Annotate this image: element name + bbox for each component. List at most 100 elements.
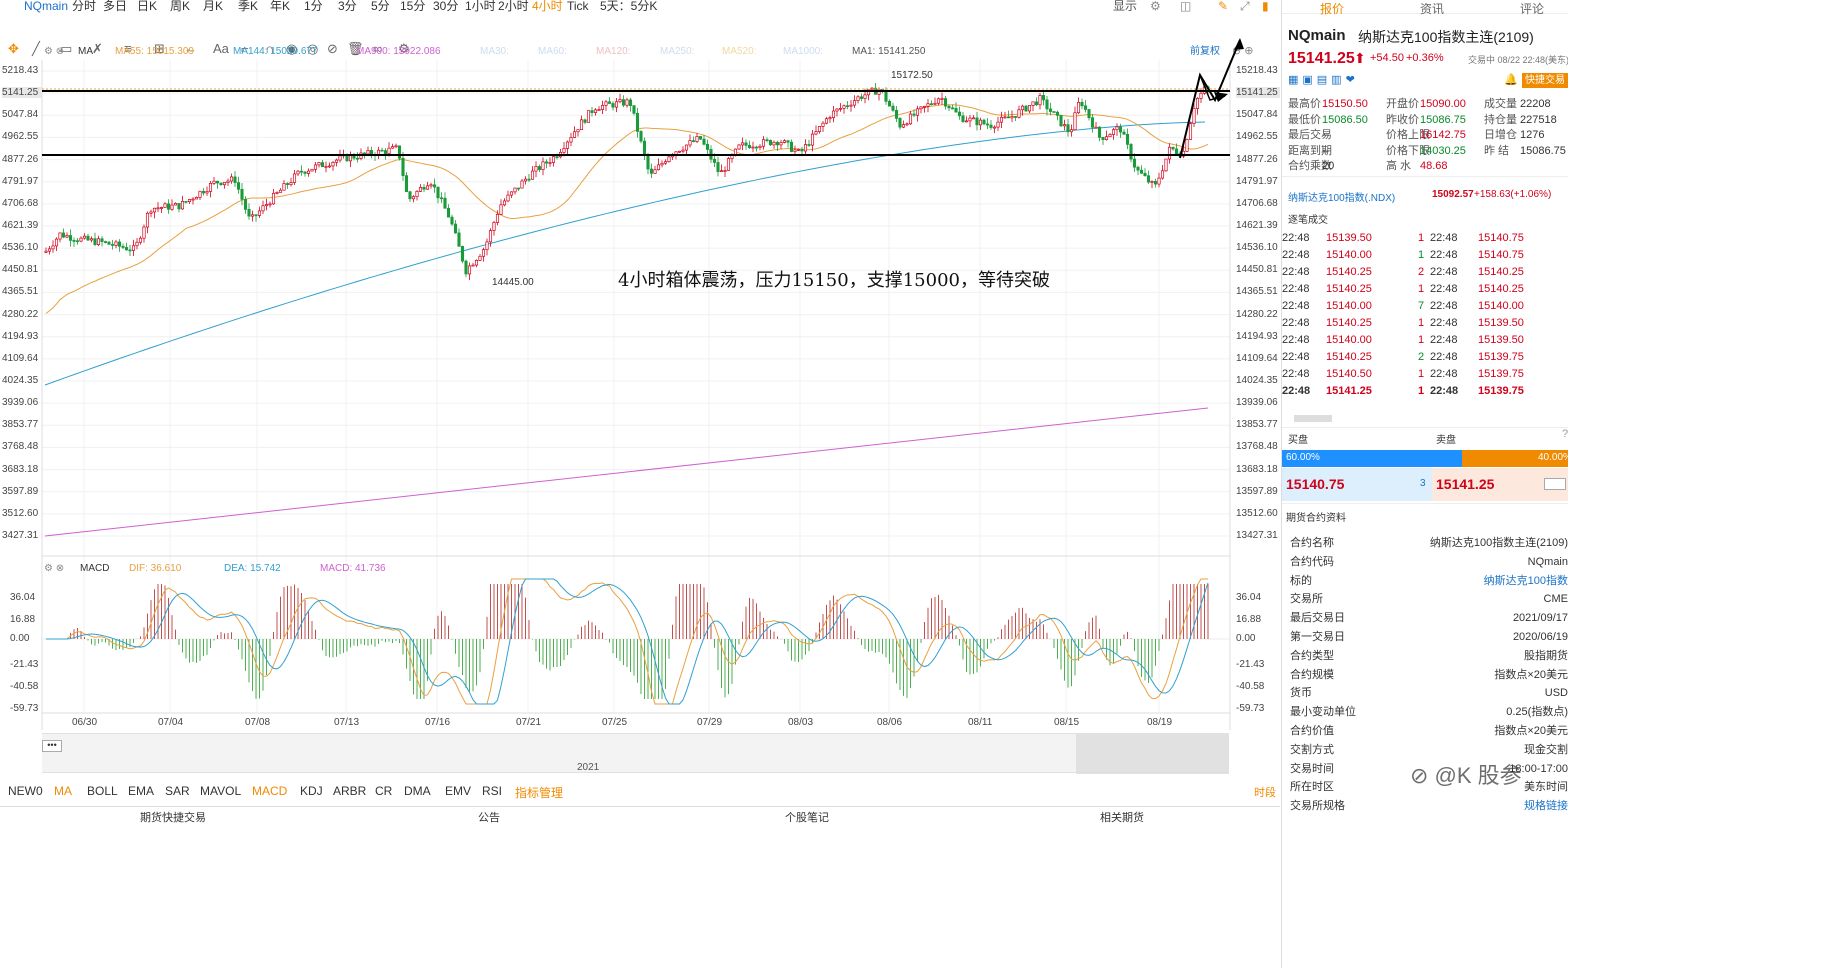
indicator-tab-sar[interactable]: SAR — [165, 784, 190, 798]
bell-icon[interactable]: 🔔 — [1504, 74, 1518, 86]
period-12[interactable]: 1小时 — [465, 0, 496, 13]
period-14[interactable]: 4小时 — [532, 0, 563, 13]
candle-body — [789, 141, 794, 152]
info-value[interactable]: 纳斯达克100指数 — [1483, 574, 1568, 587]
fullscreen-icon[interactable]: ⤢ — [1240, 0, 1250, 13]
macd-settings-icon[interactable]: ⚙ ⊗ — [44, 563, 65, 574]
indicator-tab-cr[interactable]: CR — [375, 784, 393, 798]
bid-box[interactable] — [1282, 468, 1432, 501]
candle-body — [646, 154, 650, 170]
indicator-tab-mavol[interactable]: MAVOL — [200, 784, 242, 798]
broker-icons[interactable]: ▦▣▤▥❤ — [1288, 74, 1359, 86]
indicator-tab-arbr[interactable]: ARBR — [333, 784, 367, 798]
candle-body — [628, 99, 633, 106]
settings-icon[interactable]: ⚙ — [398, 41, 410, 56]
lock-icon[interactable]: ◎ — [307, 41, 319, 56]
gear-icon[interactable]: ⚙ — [1150, 0, 1161, 13]
announcement-tab[interactable]: 公告 — [478, 812, 500, 824]
panel-toggle-icon[interactable]: ▮ — [1262, 0, 1269, 13]
period-4[interactable]: 月K — [203, 0, 224, 13]
indicator-tab-new0[interactable]: NEW0 — [8, 784, 43, 798]
link-icon[interactable]: ∞ — [373, 41, 383, 56]
chart-canvas[interactable] — [0, 0, 1280, 780]
indicator-tab-指标管理[interactable]: 指标管理 — [515, 786, 564, 800]
help-icon[interactable]: ? — [1562, 428, 1568, 440]
bracket-tool-icon[interactable]: ⌐ — [241, 41, 249, 56]
hide-icon[interactable]: ⊘ — [327, 41, 338, 56]
period-8[interactable]: 3分 — [338, 0, 357, 13]
quick-trade-button[interactable]: 快捷交易 — [1522, 73, 1568, 88]
indicator-tab-macd[interactable]: MACD — [252, 784, 288, 798]
main-settings-icon[interactable]: ⚙ ⊗ — [44, 46, 65, 57]
rect-tool-icon[interactable]: ▭ — [60, 41, 73, 56]
display-menu[interactable]: 显示 — [1113, 0, 1138, 13]
candle-body — [884, 90, 888, 102]
period-2[interactable]: 日K — [137, 0, 158, 13]
tick-price: 15141.25 — [1326, 385, 1372, 397]
candle-body — [170, 204, 174, 210]
candle-body — [926, 103, 930, 107]
macd-label[interactable]: MACD — [80, 563, 110, 574]
magnet-icon[interactable]: ∩ — [265, 41, 275, 56]
pattern-tool-icon[interactable]: ✗ — [92, 41, 103, 56]
macd-dif: DIF: 36.610 — [129, 563, 182, 574]
price-label-right: 14791.97 — [1236, 175, 1278, 187]
notes-tab[interactable]: 个股笔记 — [785, 812, 829, 824]
period-3[interactable]: 周K — [170, 0, 191, 13]
measure-tool-icon[interactable]: ⊞ — [154, 41, 165, 56]
navigator-window[interactable] — [1076, 734, 1229, 774]
camera-icon[interactable]: ◫ — [1180, 0, 1192, 13]
candle-body — [943, 98, 948, 107]
period-16[interactable]: 5天：5分K — [600, 0, 658, 13]
ma-label[interactable]: MA — [78, 46, 93, 57]
trash-icon[interactable]: 🗑 — [347, 41, 364, 56]
crosshair-icon[interactable]: ✥ — [8, 41, 19, 56]
candle-body — [898, 118, 902, 128]
candle-body — [499, 204, 503, 215]
indicator-tab-kdj[interactable]: KDJ — [300, 784, 323, 798]
index-name[interactable]: 纳斯达克100指数(.NDX) — [1288, 193, 1396, 204]
period-10[interactable]: 15分 — [400, 0, 426, 13]
candle-body — [915, 108, 920, 116]
line-tool-icon[interactable]: ╱ — [32, 41, 40, 56]
indicator-tab-ma[interactable]: MA — [54, 784, 72, 798]
period-13[interactable]: 2小时 — [498, 0, 529, 13]
indicator-tab-ema[interactable]: EMA — [128, 784, 155, 798]
text-tool-icon[interactable]: Aa — [213, 41, 229, 56]
period-9[interactable]: 5分 — [371, 0, 390, 13]
navigator-handle[interactable]: ••• — [42, 740, 62, 752]
indicator-tab-rsi[interactable]: RSI — [482, 784, 503, 798]
candle-body — [894, 109, 899, 119]
period-11[interactable]: 30分 — [433, 0, 459, 13]
info-value: 现金交割 — [1524, 743, 1568, 756]
divider — [1282, 176, 1568, 177]
macd-value: MACD: 41.736 — [320, 563, 386, 574]
indicator-tab-dma[interactable]: DMA — [404, 784, 431, 798]
tab-news[interactable]: 资讯 — [1420, 2, 1445, 16]
symbol-label[interactable]: NQmain — [24, 0, 69, 13]
indicator-tab-boll[interactable]: BOLL — [87, 784, 118, 798]
tab-comments[interactable]: 评论 — [1520, 2, 1545, 16]
arrow-tool-icon[interactable]: ← — [184, 41, 197, 56]
pencil-icon[interactable]: ✎ — [1218, 0, 1229, 13]
time-slot-button[interactable]: 时段 — [1254, 787, 1276, 799]
period-7[interactable]: 1分 — [304, 0, 323, 13]
period-1[interactable]: 多日 — [103, 0, 128, 13]
period-15[interactable]: Tick — [567, 0, 589, 13]
period-0[interactable]: 分时 — [72, 0, 97, 13]
info-value[interactable]: 规格链接 — [1524, 800, 1568, 813]
period-6[interactable]: 年K — [270, 0, 291, 13]
related-futures-tab[interactable]: 相关期货 — [1100, 812, 1144, 824]
fib-tool-icon[interactable]: ≡ — [124, 41, 132, 56]
period-5[interactable]: 季K — [238, 0, 259, 13]
eye-icon[interactable]: ◉ — [286, 41, 298, 56]
macd-label-right: 16.88 — [1236, 614, 1262, 625]
candle-body — [89, 238, 94, 241]
quick-trade-tab[interactable]: 期货快捷交易 — [140, 812, 206, 824]
ticks-scrollbar[interactable] — [1294, 415, 1332, 422]
indicator-tab-emv[interactable]: EMV — [445, 784, 472, 798]
fuquan-button[interactable]: 前复权 — [1190, 46, 1220, 57]
bid-qty: 3 — [1420, 478, 1426, 489]
tab-quote[interactable]: 报价 — [1320, 2, 1345, 16]
time-navigator[interactable]: ••• 2021 — [42, 733, 1229, 774]
